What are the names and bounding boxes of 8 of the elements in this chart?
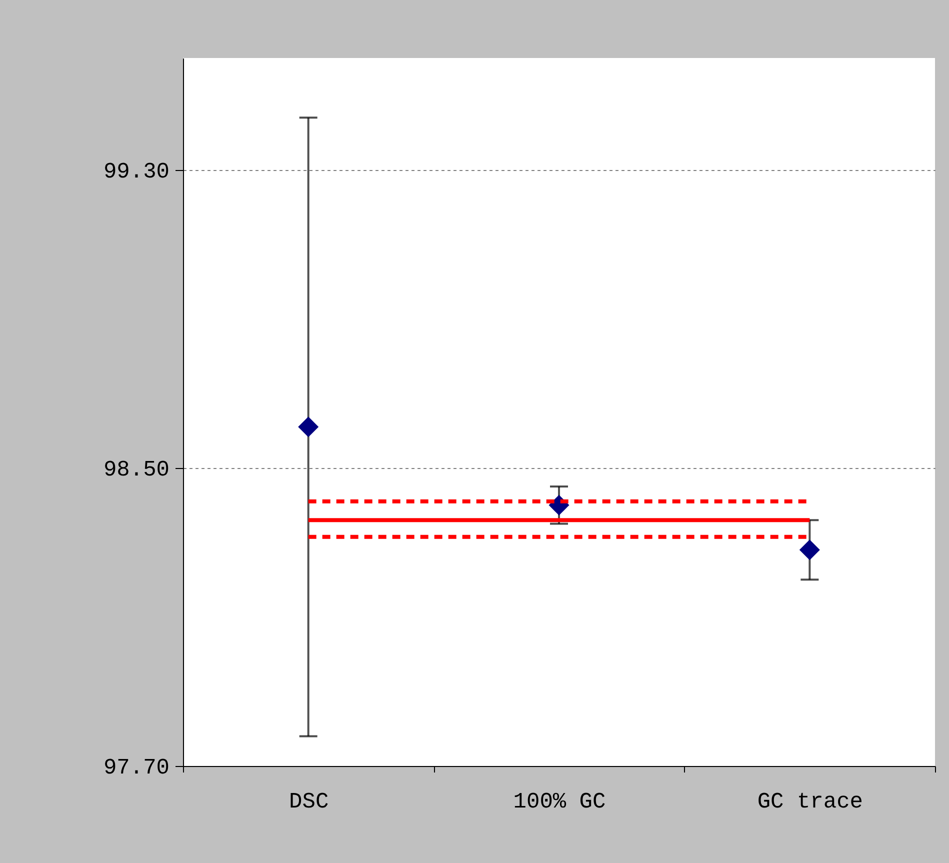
y-tick-label: 97.70: [103, 756, 170, 780]
x-tick-label: 100% GC: [513, 790, 606, 814]
x-tick-label: DSC: [289, 790, 329, 814]
point: [799, 540, 820, 560]
x-tick-label: GC trace: [757, 790, 863, 814]
point: [298, 416, 319, 438]
y-tick-label: 98.50: [103, 457, 170, 482]
y-tick-label: 99.30: [103, 159, 170, 184]
